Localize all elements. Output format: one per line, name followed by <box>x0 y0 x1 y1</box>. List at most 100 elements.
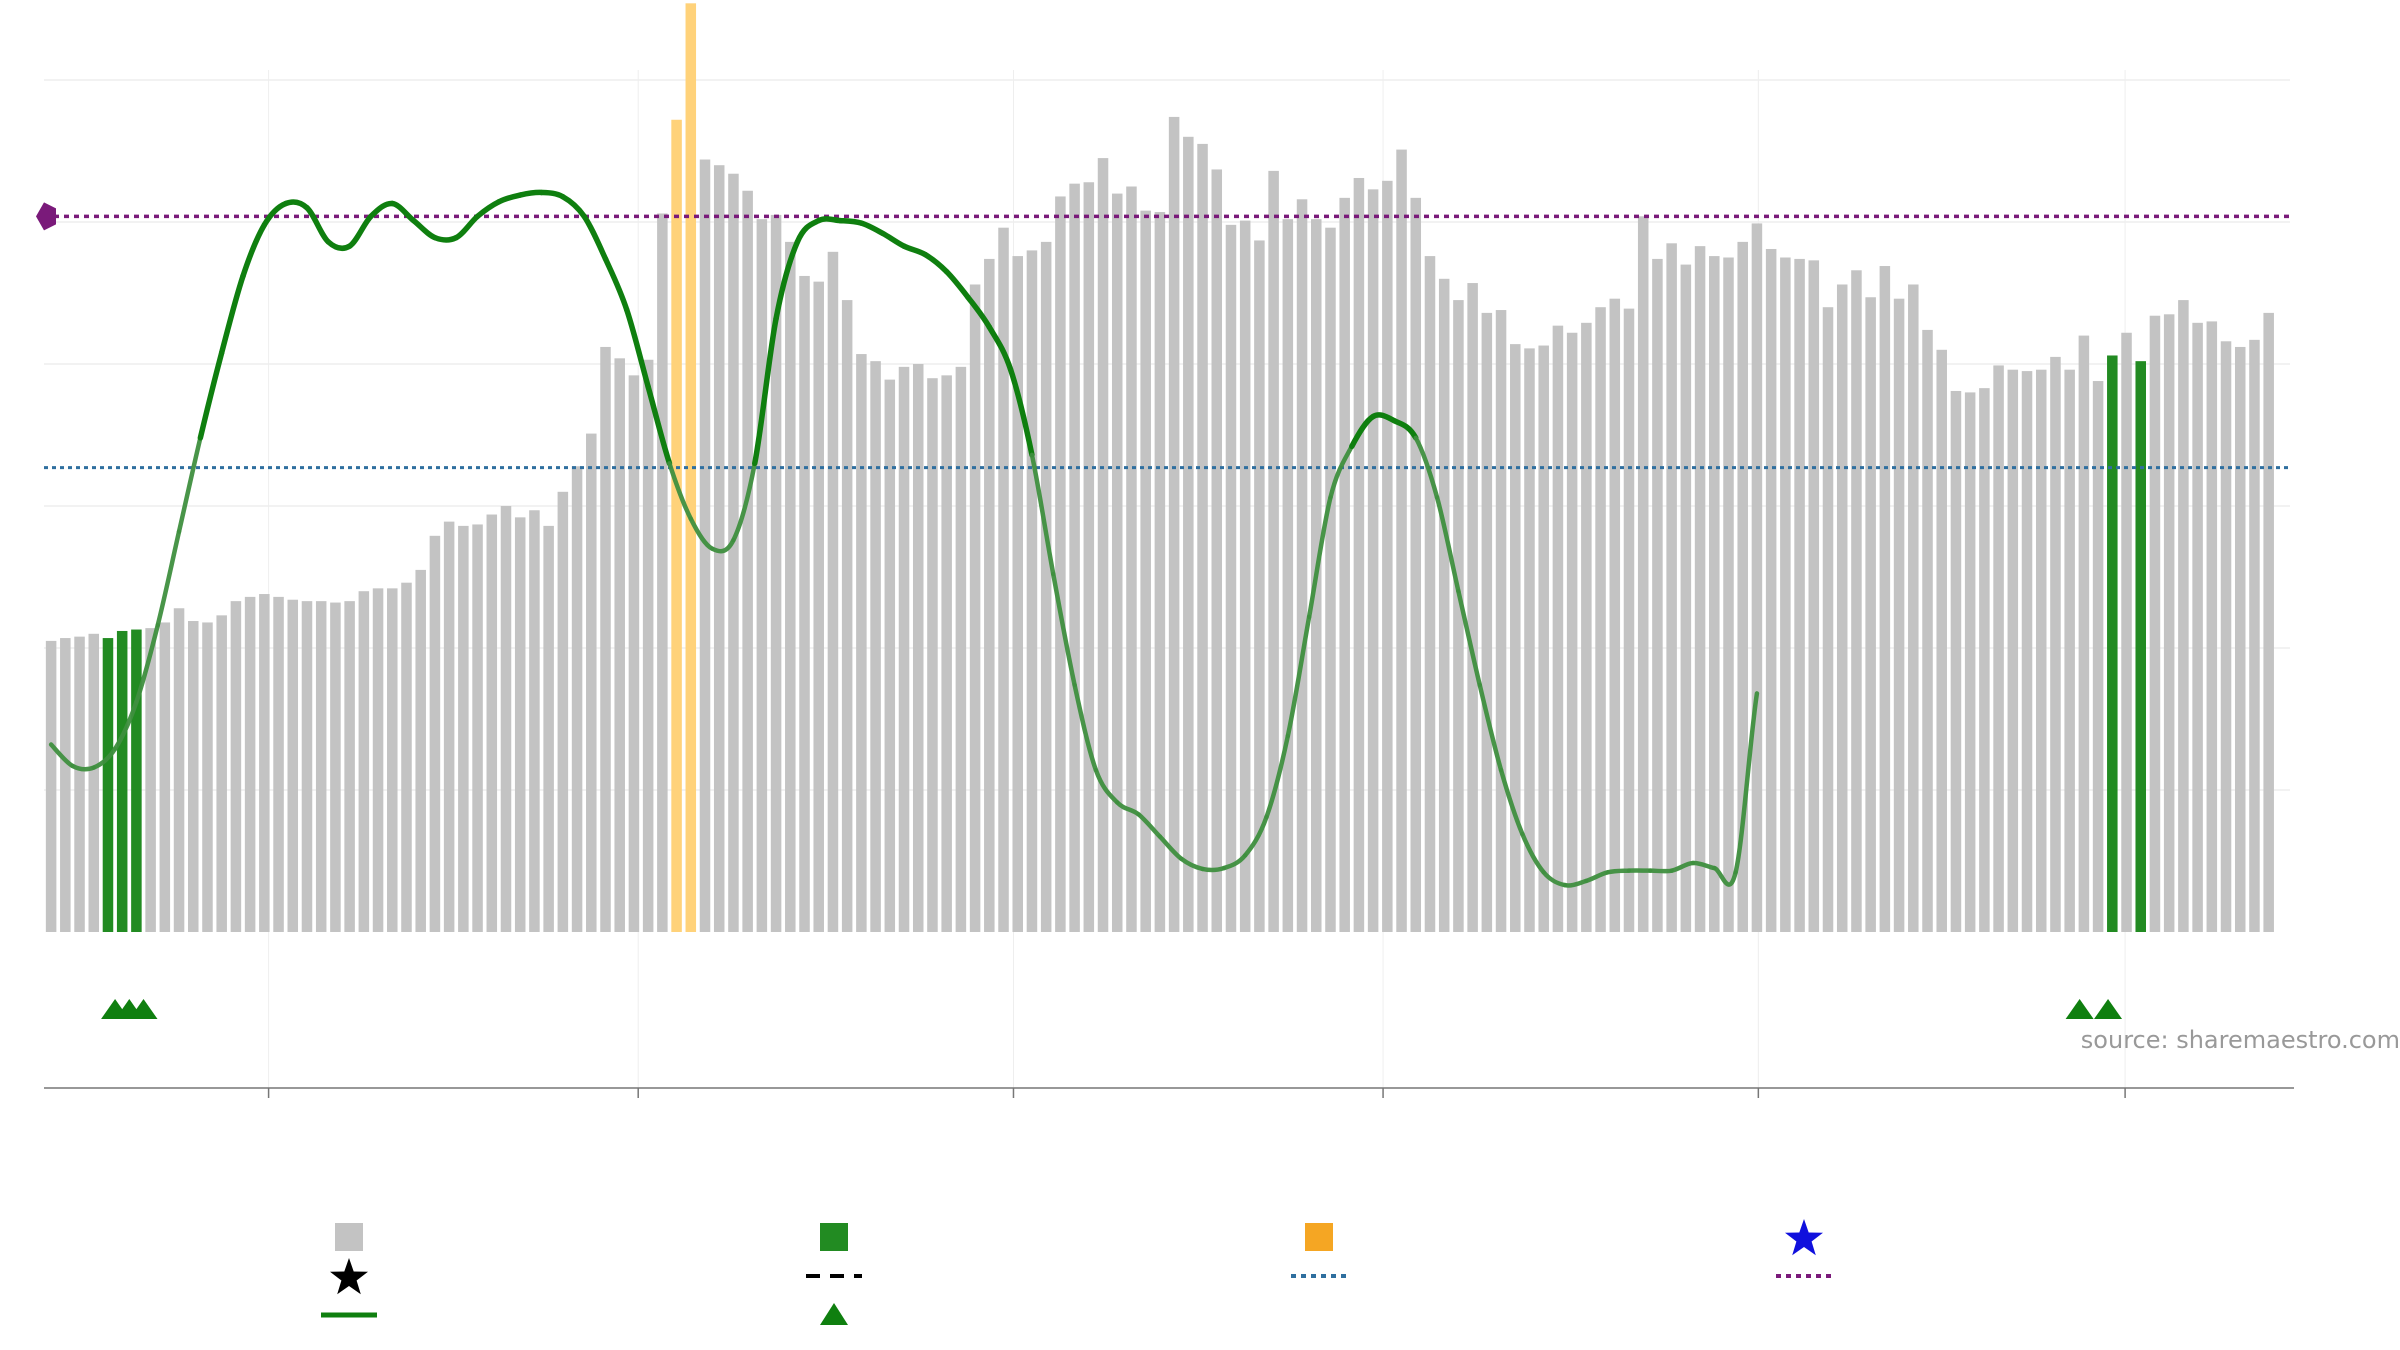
price-bar <box>2050 356 2061 932</box>
reference-lines <box>36 202 2290 470</box>
accumulation-triangle-marker <box>2065 999 2094 1019</box>
momentum-signal-layer <box>51 189 1760 888</box>
price-bar <box>1652 258 1663 932</box>
price-bar <box>2007 369 2019 932</box>
price-bar <box>1012 256 1024 933</box>
price-bar <box>1367 189 1379 933</box>
momentum-signal-segment <box>112 699 139 752</box>
price-bar <box>344 601 355 932</box>
price-bar <box>330 602 341 932</box>
price-bar <box>813 281 824 932</box>
momentum-signal-segment <box>901 243 929 258</box>
price-bar <box>969 284 981 933</box>
price-bar <box>713 165 725 932</box>
price-bar <box>216 615 227 932</box>
price-bar <box>1865 297 1876 932</box>
momentum-signal-segment <box>1264 733 1291 820</box>
momentum-signal-segment <box>1200 865 1227 873</box>
momentum-signal-segment <box>1520 831 1546 875</box>
price-bar <box>1382 180 1393 932</box>
momentum-signal-segment <box>1328 444 1355 500</box>
momentum-signal-segment <box>1498 767 1525 837</box>
momentum-signal-segment <box>1413 435 1440 500</box>
momentum-signal-segment <box>1093 767 1120 805</box>
price-bar <box>1069 183 1080 932</box>
momentum-signal-segment <box>794 217 822 245</box>
price-bar <box>45 640 57 932</box>
momentum-signal-segment <box>1157 834 1184 861</box>
price-bar <box>984 258 995 932</box>
price-bar <box>685 3 697 932</box>
price-bar <box>699 159 711 932</box>
price-bar <box>145 628 156 932</box>
price-bar <box>2135 361 2147 932</box>
price-bar <box>1410 197 1422 933</box>
price-bar <box>259 594 270 932</box>
price-bar <box>1268 170 1279 932</box>
momentum-signal-segment <box>496 192 523 205</box>
momentum-signal-segment <box>879 230 907 249</box>
price-bar <box>1467 283 1478 932</box>
accumulation-markers <box>101 999 2123 1019</box>
demand-threshold-marker <box>36 202 56 231</box>
price-bar <box>1225 224 1237 933</box>
price-bar <box>529 510 540 932</box>
momentum-signal-segment <box>134 623 160 705</box>
price-bar <box>1140 210 1151 932</box>
momentum-signal-segment <box>624 307 651 390</box>
price-bar <box>2163 314 2175 932</box>
momentum-signal-segment <box>517 189 545 198</box>
price-bar <box>2064 369 2075 932</box>
momentum-signal-segment <box>453 213 481 241</box>
price-bar <box>1396 149 1407 932</box>
legend-item-investor <box>330 1258 368 1295</box>
momentum-signal-segment <box>240 222 268 279</box>
price-bar <box>1495 310 1507 932</box>
momentum-signal-segment <box>645 383 673 467</box>
accumulation-triangle-marker <box>2094 999 2123 1019</box>
price-bar <box>2107 355 2118 933</box>
price-bar <box>1751 223 1763 933</box>
momentum-signal-segment <box>1136 812 1163 839</box>
price-bar <box>1851 270 1862 932</box>
price-bar <box>415 569 426 932</box>
momentum-signal-segment <box>474 199 502 220</box>
price-bar <box>1040 241 1052 932</box>
price-bar <box>1552 325 1564 932</box>
momentum-signal-segment <box>176 435 203 534</box>
momentum-signal-segment <box>581 213 609 262</box>
momentum-signal-segment <box>560 193 587 220</box>
legend <box>321 1219 1832 1325</box>
price-bar <box>173 608 185 932</box>
momentum-signal-segment <box>1051 571 1077 688</box>
price-bar <box>1083 182 1095 933</box>
price-bar <box>642 359 654 932</box>
price-bar <box>1538 345 1549 932</box>
legend-square-icon <box>1305 1223 1333 1251</box>
price-bar <box>88 633 100 932</box>
price-bar <box>202 622 213 932</box>
price-bar <box>1950 390 1962 933</box>
price-bar <box>1282 219 1294 932</box>
price-bar <box>728 173 739 933</box>
price-bar <box>1993 365 2004 932</box>
price-bar <box>315 601 327 932</box>
price-bar <box>2249 339 2260 932</box>
price-bar <box>941 375 952 932</box>
momentum-signal-segment <box>667 461 694 522</box>
legend-triangle-icon <box>820 1303 848 1325</box>
price-bar <box>2178 300 2189 933</box>
price-bar <box>514 517 526 932</box>
price-bar <box>927 378 938 932</box>
price-bar <box>273 596 284 932</box>
legend-square-icon <box>820 1223 848 1251</box>
momentum-signal-segment <box>731 461 758 543</box>
price-bar <box>1097 158 1109 933</box>
price-bar <box>1239 220 1251 932</box>
price-bar <box>827 251 839 932</box>
legend-square-icon <box>335 1223 363 1251</box>
momentum-signal-segment <box>1477 682 1504 773</box>
price-bar <box>116 630 128 932</box>
price-bar <box>358 591 370 932</box>
